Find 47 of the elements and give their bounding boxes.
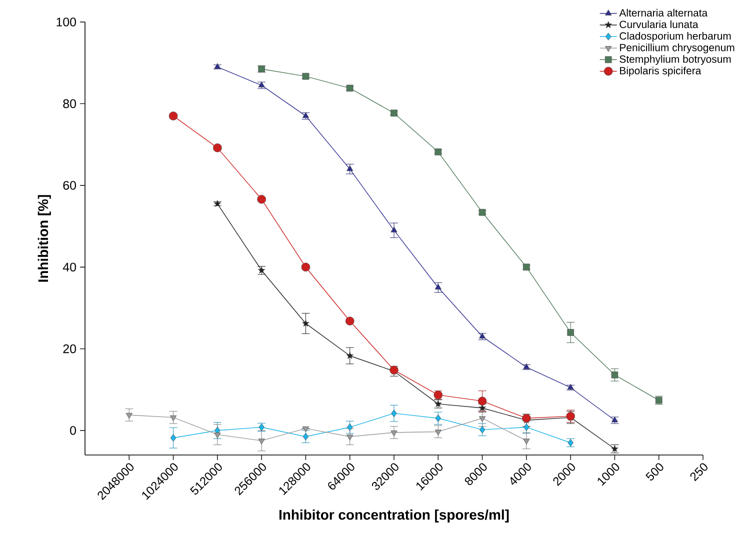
point <box>302 320 310 327</box>
y-tick-label: 60 <box>63 180 76 190</box>
x-tick-label: 250 <box>690 463 708 482</box>
legend-label: Bipolaris spicifera <box>620 66 702 76</box>
point <box>302 432 309 440</box>
point <box>434 284 442 290</box>
point <box>346 165 354 172</box>
point <box>522 414 531 423</box>
y-tick-label: 100 <box>56 18 76 26</box>
point <box>301 262 310 272</box>
point <box>434 430 442 436</box>
point <box>170 415 177 422</box>
point <box>170 434 176 442</box>
point <box>258 438 265 444</box>
point <box>302 426 310 432</box>
x-axis-title: Inhibitor concentration [spores/ml] <box>279 509 509 522</box>
point <box>168 112 178 120</box>
point <box>346 352 354 359</box>
y-tick-label: 80 <box>63 99 76 108</box>
point <box>214 432 221 438</box>
point <box>346 423 353 432</box>
legend-label: Penicillium chrysogenum <box>620 44 734 54</box>
y-tick-label: 0 <box>70 426 76 435</box>
point <box>390 226 398 232</box>
y-axis-title: Inhibition [%] <box>38 195 51 282</box>
point <box>478 416 486 422</box>
point <box>567 329 574 336</box>
point <box>479 426 486 434</box>
point <box>478 396 487 406</box>
point <box>346 434 354 440</box>
point <box>435 414 442 422</box>
legend-label: Curvularia lunata <box>620 20 698 28</box>
point <box>523 438 530 444</box>
point <box>390 430 398 436</box>
point <box>391 410 397 418</box>
point <box>611 372 618 378</box>
point <box>524 423 530 432</box>
x-tick-label: 500 <box>646 463 664 480</box>
legend-label: Cladosporium herbarum <box>620 32 731 42</box>
point <box>345 316 354 326</box>
point <box>257 194 266 204</box>
y-tick-label: 40 <box>62 262 76 272</box>
legend-label: Stemphylium botryosum <box>620 55 731 65</box>
y-tick-label: 20 <box>63 344 76 354</box>
point <box>126 412 132 419</box>
point <box>213 143 222 152</box>
legend-label: Alternaria alternata <box>619 8 708 17</box>
